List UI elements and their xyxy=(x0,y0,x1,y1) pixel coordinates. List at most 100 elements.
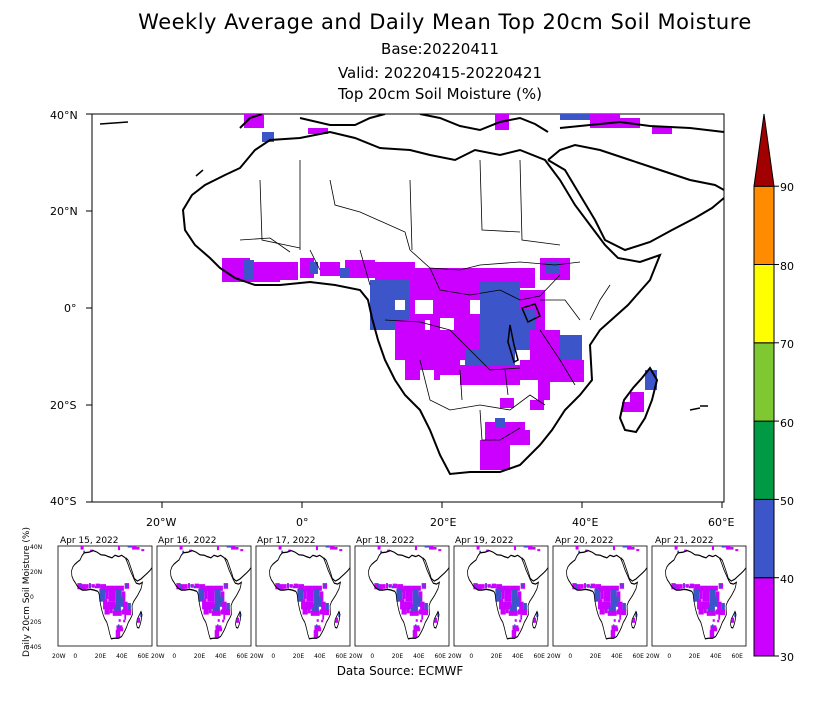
mini-soil-moisture-cell xyxy=(620,609,627,616)
mini-soil-moisture-cell xyxy=(633,617,636,623)
lon-label-0: 0° xyxy=(296,516,309,529)
mini-soil-moisture-cell xyxy=(636,549,640,552)
mini-soil-moisture-cell xyxy=(403,585,412,591)
mini-lon-label: 60E xyxy=(137,653,149,660)
mini-soil-moisture-cell xyxy=(713,627,718,632)
mini-soil-moisture-cell xyxy=(415,619,418,622)
mini-soil-moisture-cell xyxy=(405,590,413,602)
mini-soil-moisture-cell xyxy=(206,601,213,610)
mini-soil-moisture-cell xyxy=(712,619,715,622)
mini-soil-moisture-cell xyxy=(297,588,304,602)
mini-soil-moisture-cell xyxy=(595,584,602,592)
soil-moisture-cell xyxy=(590,114,620,128)
map-title: Weekly Average and Daily Mean Top 20cm S… xyxy=(138,10,752,34)
mini-soil-moisture-cell xyxy=(438,549,442,552)
mini-soil-moisture-cell xyxy=(189,584,191,588)
mini-soil-moisture-cell xyxy=(293,583,299,589)
mini-soil-moisture-cell xyxy=(602,601,609,610)
mini-soil-moisture-cell xyxy=(609,585,619,591)
mini-soil-moisture-cell xyxy=(240,549,244,552)
soil-moisture-cell xyxy=(560,114,590,120)
mini-soil-moisture-cell xyxy=(112,610,122,616)
mini-soil-moisture-cell xyxy=(490,585,493,589)
mini-soil-moisture-cell xyxy=(396,588,403,602)
mini-soil-moisture-cell xyxy=(505,608,509,614)
mini-soil-moisture-cell xyxy=(302,606,308,615)
mini-soil-moisture-cell xyxy=(675,584,680,590)
mini-soil-moisture-cell xyxy=(312,585,322,591)
mini-soil-moisture-cell xyxy=(730,620,733,623)
mini-lat-label: 40S xyxy=(30,644,42,651)
mini-soil-moisture-cell xyxy=(589,585,592,589)
mini-soil-moisture-cell xyxy=(424,602,428,611)
mini-lon-label: 40E xyxy=(413,653,425,660)
mini-soil-moisture-cell xyxy=(311,604,319,612)
mini-soil-moisture-cell xyxy=(422,609,429,616)
mini-soil-moisture-cell xyxy=(226,602,230,611)
mini-soil-moisture-cell xyxy=(323,609,330,616)
lon-label-20w: 20°W xyxy=(146,516,177,529)
daily-mini-map: 20W 0 20E 40E 60E xyxy=(448,545,549,660)
mini-soil-moisture-cell xyxy=(537,549,541,552)
mini-soil-moisture-cell xyxy=(202,599,207,610)
mini-soil-moisture-cell xyxy=(208,608,212,614)
mini-soil-moisture-cell xyxy=(732,617,735,623)
mini-soil-moisture-cell xyxy=(576,584,581,590)
mini-soil-moisture-cell xyxy=(318,596,322,607)
mini-soil-moisture-cell xyxy=(325,602,329,611)
mini-soil-moisture-cell xyxy=(703,608,707,614)
mini-lon-label: 20W xyxy=(151,653,165,660)
mini-soil-moisture-cell xyxy=(491,583,497,589)
mini-soil-moisture-cell xyxy=(677,550,680,554)
mini-soil-moisture-cell xyxy=(418,609,425,615)
mini-soil-moisture-cell xyxy=(401,606,407,615)
mini-coastline xyxy=(235,610,242,629)
mini-soil-moisture-cell xyxy=(205,585,214,591)
mini-lon-label: 0 xyxy=(469,653,473,660)
mini-soil-moisture-cell xyxy=(125,584,128,588)
mini-lon-label: 20W xyxy=(547,653,561,660)
mini-soil-moisture-cell xyxy=(607,610,617,616)
mini-lon-label: 20W xyxy=(250,653,264,660)
lat-label-20n: 20°N xyxy=(50,205,78,218)
soil-moisture-cell xyxy=(630,392,644,412)
mini-soil-moisture-cell xyxy=(421,614,424,620)
mini-soil-moisture-cell xyxy=(481,584,485,589)
mini-soil-moisture-cell xyxy=(289,584,293,588)
mini-soil-moisture-cell xyxy=(231,546,236,550)
mini-lon-label: 60E xyxy=(731,653,743,660)
soil-moisture-cell xyxy=(545,262,559,274)
mini-soil-moisture-cell xyxy=(572,583,577,590)
mini-soil-moisture-cell xyxy=(519,619,522,623)
mini-soil-moisture-cell xyxy=(416,627,421,632)
mini-soil-moisture-cell xyxy=(619,614,622,620)
mini-lon-label: 60E xyxy=(236,653,248,660)
mini-soil-moisture-cell xyxy=(420,601,425,612)
mini-coastline xyxy=(323,557,351,582)
mini-coastline xyxy=(125,557,153,582)
mini-soil-moisture-cell xyxy=(330,546,335,550)
mini-soil-moisture-cell xyxy=(88,583,92,589)
soil-moisture-gap xyxy=(440,318,454,330)
mini-soil-moisture-cell xyxy=(339,549,343,552)
mini-soil-moisture-cell xyxy=(136,547,140,550)
soil-moisture-gap xyxy=(395,300,405,310)
daily-date-6: Apr 20, 2022 xyxy=(555,536,614,546)
mini-soil-moisture-cell xyxy=(217,619,220,622)
mini-coastline xyxy=(368,549,441,640)
mini-soil-moisture-cell xyxy=(707,604,715,612)
base-date: Base:20220411 xyxy=(381,40,499,58)
mini-soil-moisture-cell xyxy=(117,546,121,551)
mini-soil-moisture-cell xyxy=(106,585,115,591)
mini-soil-moisture-cell xyxy=(433,620,436,623)
soil-moisture-cell xyxy=(560,335,582,365)
daily-date-1: Apr 15, 2022 xyxy=(60,536,119,546)
arabia-coastline xyxy=(547,143,724,252)
mini-soil-moisture-cell xyxy=(317,627,322,632)
mini-soil-moisture-cell xyxy=(409,610,419,616)
mini-soil-moisture-cell xyxy=(612,624,615,627)
mini-soil-moisture-cell xyxy=(338,611,341,618)
daily-mini-map: 20W 0 20E 40E 60E xyxy=(349,545,450,660)
soil-moisture-cell xyxy=(480,282,520,342)
mini-coastline xyxy=(631,610,638,629)
